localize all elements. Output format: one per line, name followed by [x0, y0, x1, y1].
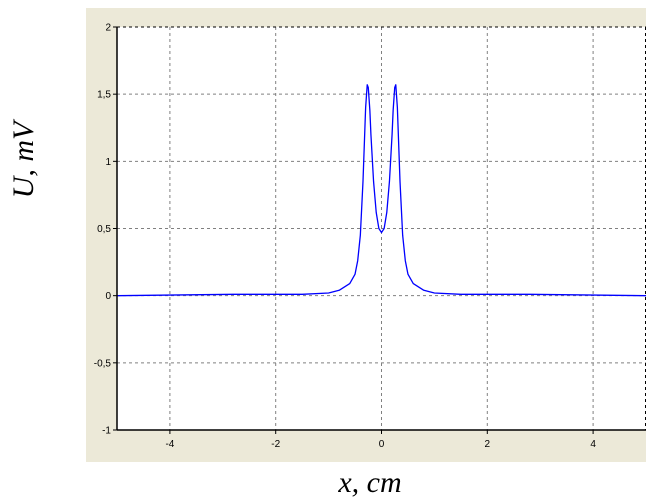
y-tick-label: 2 — [105, 23, 111, 34]
y-tick-label: 1,5 — [97, 90, 111, 101]
x-tick-label: 2 — [485, 439, 491, 450]
x-axis-label: x, cm — [338, 466, 402, 499]
y-tick-label: 1 — [105, 157, 111, 168]
y-tick-label: 0,5 — [97, 224, 111, 235]
tick-labels: -4 -2 0 2 4 -1 -0,5 0 0,5 1 1,5 2 — [94, 23, 597, 451]
x-tick-label: 0 — [379, 439, 385, 450]
x-tick-label: -2 — [271, 439, 280, 450]
y-axis-label: U, mV — [7, 121, 40, 199]
series-line — [116, 84, 646, 297]
y-tick-label: 0 — [105, 291, 111, 302]
grid-lines — [117, 26, 646, 431]
x-tick-label: -4 — [165, 439, 174, 450]
y-tick-label: -0,5 — [94, 358, 112, 369]
x-tick-label: 4 — [590, 439, 596, 450]
series-layer — [116, 84, 646, 297]
y-tick-label: -1 — [102, 426, 111, 437]
